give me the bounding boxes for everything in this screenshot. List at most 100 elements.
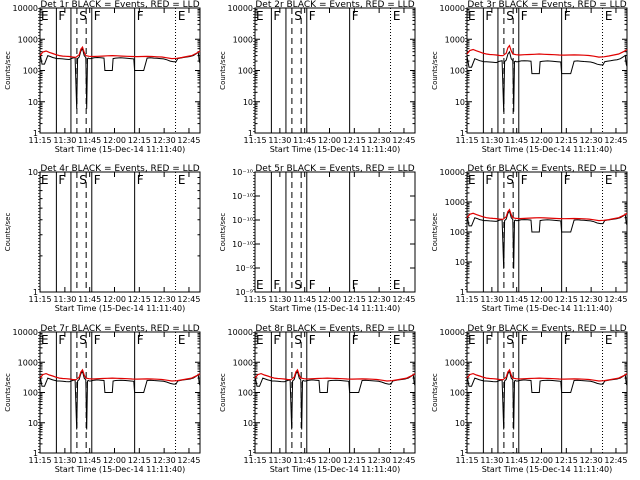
flag-label: F xyxy=(273,278,280,292)
flag-label: F xyxy=(94,333,101,347)
x-tick-label: 12:15 xyxy=(555,456,578,465)
x-tick-label: 12:30 xyxy=(580,295,603,304)
flag-label: S xyxy=(79,333,87,347)
y-tick-label: 1 xyxy=(33,288,38,297)
x-tick-label: 11:45 xyxy=(78,136,101,145)
x-tick-label: 12:00 xyxy=(318,295,341,304)
flag-label: F xyxy=(564,333,571,347)
chart-panel-8: Det 8r BLACK = Events, RED = LLD 1 10 100 10… xyxy=(219,324,416,474)
chart-title: Det 8r BLACK = Events, RED = LLD xyxy=(255,324,414,334)
x-tick-label: 12:45 xyxy=(604,456,627,465)
x-tick-label: 11:15 xyxy=(244,295,267,304)
y-axis-label: Counts/sec xyxy=(431,373,439,412)
chart-title: Det 4r BLACK = Events, RED = LLD xyxy=(40,164,199,174)
y-tick-label: 1000 xyxy=(18,358,38,367)
y-axis-label: Counts/sec xyxy=(219,51,227,90)
x-tick-label: 12:30 xyxy=(153,295,176,304)
series-line-events xyxy=(466,50,628,112)
x-tick-label: 12:00 xyxy=(318,456,341,465)
flag-label: F xyxy=(485,173,492,187)
x-tick-label: 11:45 xyxy=(78,295,101,304)
x-tick-label: 11:45 xyxy=(505,136,528,145)
y-tick-label: 10000 xyxy=(440,4,465,13)
y-tick-label: 1000 xyxy=(445,35,465,44)
y-tick-label: 1 xyxy=(248,129,253,138)
y-tick-label: 10 xyxy=(28,168,38,177)
y-tick-label: 10000 xyxy=(228,4,253,13)
x-tick-label: 12:00 xyxy=(103,456,126,465)
chart-panel-9: Det 9r BLACK = Events, RED = LLD 1 10 100 10… xyxy=(431,324,628,474)
flag-label: F xyxy=(309,333,316,347)
flag-label: E xyxy=(393,9,401,23)
flag-label: F xyxy=(58,333,65,347)
flag-label: F xyxy=(94,9,101,23)
x-axis-label: Start Time (15-Dec-14 11:11:40) xyxy=(482,465,613,474)
flag-label: S xyxy=(506,333,514,347)
y-tick-label: 100 xyxy=(450,228,465,237)
series-line-lld xyxy=(39,45,201,60)
y-tick-label: 10 xyxy=(28,419,38,428)
y-axis-label: Counts/sec xyxy=(4,373,12,412)
series-line-lld xyxy=(466,368,628,382)
x-tick-label: 12:30 xyxy=(580,456,603,465)
x-tick-label: 12:30 xyxy=(153,136,176,145)
y-axis-label: Counts/sec xyxy=(4,51,12,90)
flag-label: F xyxy=(137,173,144,187)
x-tick-label: 12:00 xyxy=(530,136,553,145)
x-axis-label: Start Time (15-Dec-14 11:11:40) xyxy=(55,465,186,474)
flag-label: F xyxy=(352,9,359,23)
flag-label: F xyxy=(352,333,359,347)
flag-label: E xyxy=(41,333,49,347)
x-tick-label: 12:15 xyxy=(555,136,578,145)
flag-label: E xyxy=(256,278,264,292)
x-tick-label: 12:15 xyxy=(128,295,151,304)
x-tick-label: 11:30 xyxy=(480,136,503,145)
flag-label: F xyxy=(309,278,316,292)
x-tick-label: 11:45 xyxy=(505,456,528,465)
x-tick-label: 12:30 xyxy=(580,136,603,145)
series-line-events xyxy=(39,47,201,109)
series-line-lld xyxy=(466,44,628,58)
y-tick-label: 1000 xyxy=(18,35,38,44)
y-tick-label: 100 xyxy=(450,389,465,398)
x-tick-label: 12:30 xyxy=(368,136,391,145)
series-line-events xyxy=(254,370,416,430)
chart-title: Det 2r BLACK = Events, RED = LLD xyxy=(255,0,414,10)
y-tick-label: 1000 xyxy=(445,198,465,207)
x-axis-label: Start Time (15-Dec-14 11:11:40) xyxy=(55,304,186,313)
y-tick-label: 10000 xyxy=(228,328,253,337)
flag-label: F xyxy=(485,333,492,347)
x-tick-label: 11:15 xyxy=(29,295,52,304)
y-tick-label: 1 xyxy=(33,129,38,138)
flag-label: E xyxy=(393,333,401,347)
x-tick-label: 12:00 xyxy=(530,456,553,465)
y-tick-label: 10⁻⁹ xyxy=(235,264,253,273)
flag-label: S xyxy=(294,9,302,23)
x-tick-label: 11:30 xyxy=(268,456,291,465)
y-axis-label: Counts/sec xyxy=(431,51,439,90)
flag-label: F xyxy=(352,278,359,292)
y-tick-label: 1000 xyxy=(233,35,253,44)
y-tick-label: 10 xyxy=(455,258,465,267)
x-tick-label: 11:30 xyxy=(53,456,76,465)
x-tick-label: 11:30 xyxy=(480,456,503,465)
x-tick-label: 12:30 xyxy=(368,456,391,465)
x-tick-label: 12:00 xyxy=(103,136,126,145)
flag-label: E xyxy=(605,333,613,347)
x-axis-label: Start Time (15-Dec-14 11:11:40) xyxy=(270,465,401,474)
series-line-events xyxy=(466,209,628,269)
flag-label: E xyxy=(468,173,476,187)
x-tick-label: 12:15 xyxy=(128,456,151,465)
y-tick-label: 10 xyxy=(455,98,465,107)
flag-label: E xyxy=(605,9,613,23)
y-tick-label: 10⁻¹⁰ xyxy=(232,240,253,249)
flag-label: S xyxy=(79,9,87,23)
flag-label: F xyxy=(137,333,144,347)
x-tick-label: 12:45 xyxy=(177,295,200,304)
y-tick-label: 1 xyxy=(460,449,465,458)
flag-label: F xyxy=(485,9,492,23)
chart-title: Det 3r BLACK = Events, RED = LLD xyxy=(467,0,626,10)
flag-label: S xyxy=(506,9,514,23)
chart-title: Det 5r BLACK = Events, RED = LLD xyxy=(255,164,414,174)
y-axis-label: Counts/sec xyxy=(219,373,227,412)
